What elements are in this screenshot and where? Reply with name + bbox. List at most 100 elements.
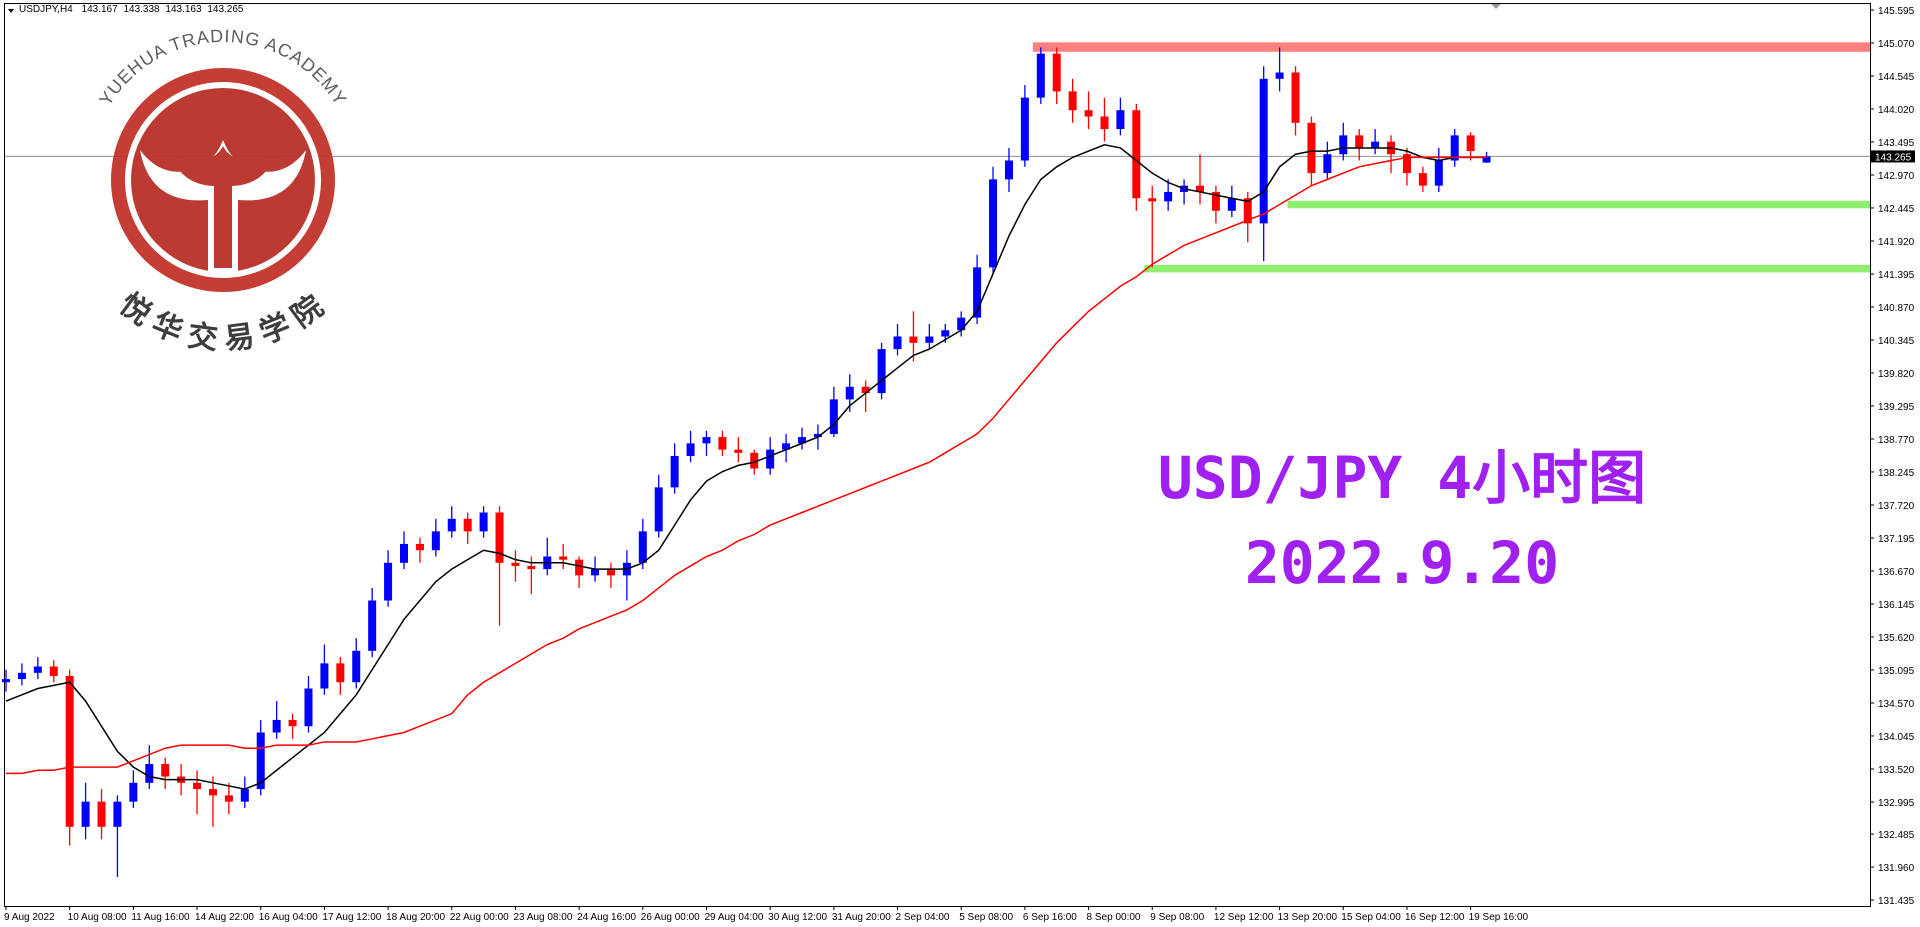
header: USDJPY,H4 143.167 143.338 143.163 143.26… [19, 4, 244, 15]
candle-body [1482, 156, 1491, 163]
candle-body [559, 556, 568, 560]
candle-body [957, 317, 966, 331]
x-tick-label: 9 Aug 2022 [4, 912, 55, 923]
candle-body [224, 795, 233, 802]
candle-body [1068, 91, 1077, 111]
candle-body [2, 679, 10, 683]
candle-body [1291, 72, 1300, 123]
candle-body [256, 732, 265, 790]
y-tick-label: 142.970 [1878, 171, 1915, 182]
x-tick-label: 10 Aug 08:00 [68, 912, 127, 923]
x-tick-label: 18 Aug 20:00 [386, 912, 445, 923]
y-tick-label: 141.395 [1878, 270, 1915, 281]
y-tick-label: 131.960 [1878, 863, 1915, 874]
y-tick-label: 134.045 [1878, 732, 1915, 743]
candle-body [511, 562, 520, 566]
candle-body [384, 562, 393, 601]
candle-body [1020, 97, 1029, 161]
y-tick-label: 135.095 [1878, 666, 1915, 677]
candle-body [1036, 53, 1045, 98]
y-tick-label: 132.995 [1878, 798, 1915, 809]
y-tick-label: 142.445 [1878, 204, 1915, 215]
candle-body [1323, 154, 1332, 174]
candle-body [1243, 198, 1252, 224]
x-tick-label: 2 Sep 04:00 [896, 912, 950, 923]
candle-body [734, 449, 743, 453]
candle-body [415, 543, 424, 551]
x-tick-label: 8 Sep 00:00 [1087, 912, 1141, 923]
x-tick-label: 5 Sep 08:00 [959, 912, 1013, 923]
candle-body [750, 452, 759, 469]
candle-body [463, 518, 472, 532]
moving-average [5, 144, 1487, 790]
candle-body [1434, 160, 1443, 186]
candle-body [861, 386, 870, 394]
menu-arrow[interactable] [8, 9, 14, 13]
candle-body [145, 763, 154, 783]
y-tick-label: 134.570 [1878, 699, 1915, 710]
candle-body [1259, 78, 1268, 224]
candle-body [113, 801, 122, 827]
candle-body [1132, 110, 1141, 199]
y-tick-label: 131.435 [1878, 896, 1915, 907]
candle-body [1196, 185, 1204, 192]
candle-body [1100, 116, 1109, 130]
candle-body [400, 543, 408, 563]
candle-body [495, 512, 504, 563]
plot-frame [4, 3, 1871, 907]
candle-body [193, 782, 202, 790]
y-tick-label: 140.870 [1878, 303, 1915, 314]
candle-body [718, 437, 727, 450]
candle-body [766, 449, 775, 469]
candle-body [240, 789, 249, 802]
y-tick-label: 133.520 [1878, 765, 1915, 776]
price-marker [1871, 150, 1915, 163]
candle-body [1450, 135, 1459, 161]
candle-body [320, 663, 329, 689]
y-tick-label: 138.245 [1878, 468, 1915, 479]
symbol: USDJPY,H4 [19, 4, 73, 15]
header-low: 143.163 [165, 4, 202, 15]
candle-body [17, 672, 26, 680]
candle-body [1116, 110, 1125, 130]
candle-body [989, 179, 998, 268]
candle-body [81, 801, 90, 827]
candle-body [49, 666, 58, 676]
x-tick-label: 9 Sep 08:00 [1150, 912, 1204, 923]
shift-marker [1491, 4, 1501, 9]
candle-body [606, 569, 615, 576]
candle-body [1466, 135, 1475, 152]
x-tick-label: 26 Aug 00:00 [641, 912, 700, 923]
candle-body [1211, 191, 1220, 211]
y-tick-label: 137.195 [1878, 534, 1915, 545]
candle-body [1418, 173, 1427, 186]
candle-body [591, 569, 600, 576]
candle-body [352, 650, 361, 683]
candle-body [1307, 122, 1316, 174]
header-open: 143.167 [82, 4, 119, 15]
candle-body [1052, 53, 1061, 92]
candle-body [1355, 135, 1364, 148]
y-tick-label: 140.345 [1878, 336, 1915, 347]
x-tick-label: 16 Sep 12:00 [1405, 912, 1465, 923]
x-tick-label: 15 Sep 04:00 [1341, 912, 1401, 923]
y-tick-label: 138.770 [1878, 435, 1915, 446]
candle-body [973, 267, 982, 318]
candle-body [1371, 141, 1380, 148]
y-tick-label: 136.145 [1878, 600, 1915, 611]
candle-body [686, 443, 695, 456]
candle-body [893, 336, 902, 350]
candle-body [97, 801, 106, 827]
price-marker-label: 143.265 [1875, 152, 1912, 163]
candle-body [1339, 135, 1348, 155]
x-tick-label: 16 Aug 04:00 [259, 912, 318, 923]
level-zone [1287, 200, 1870, 209]
candle-body [208, 789, 217, 796]
x-tick-label: 24 Aug 16:00 [577, 912, 636, 923]
x-tick-label: 30 Aug 12:00 [768, 912, 827, 923]
candle-body [670, 455, 679, 488]
candle-body [877, 349, 886, 394]
y-tick-label: 136.670 [1878, 567, 1915, 578]
candle-body [702, 437, 711, 444]
